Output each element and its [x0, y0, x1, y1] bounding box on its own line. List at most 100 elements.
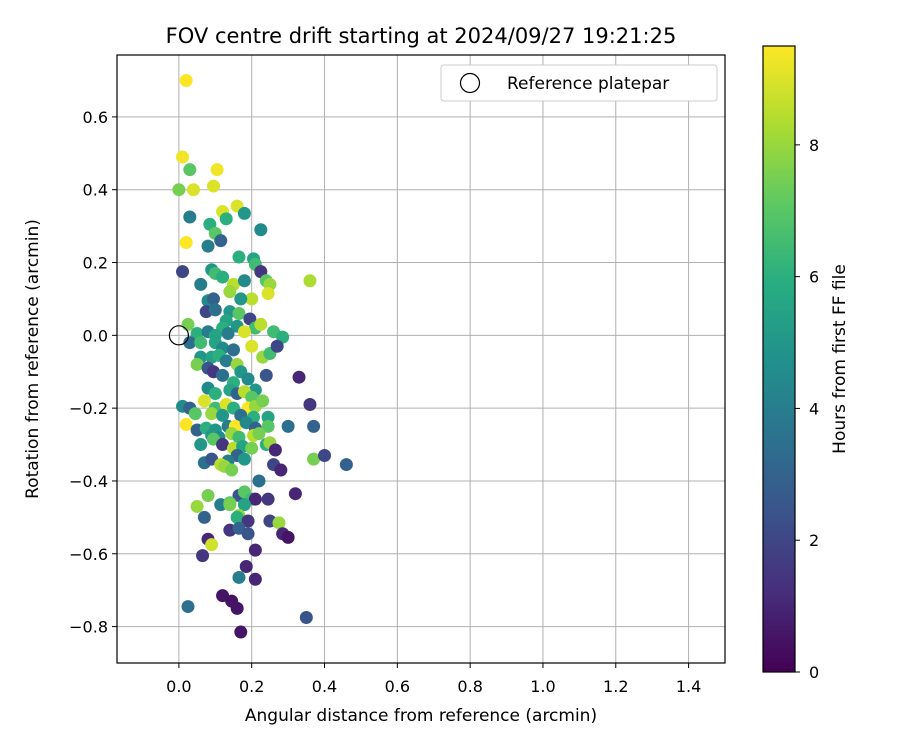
data-point [197, 510, 211, 524]
data-point [223, 285, 237, 299]
data-point [237, 325, 251, 339]
data-point [245, 441, 259, 455]
data-point [208, 387, 222, 401]
y-tick-label: 0.4 [83, 181, 108, 200]
data-point [183, 210, 197, 224]
data-point [259, 368, 273, 382]
data-point [254, 223, 268, 237]
data-point [230, 510, 244, 524]
colorbar-tick-label: 6 [809, 268, 819, 287]
data-point [261, 492, 275, 506]
data-point [248, 492, 262, 506]
data-point [292, 370, 306, 384]
data-point [216, 368, 230, 382]
data-point [299, 610, 313, 624]
data-point [216, 270, 230, 284]
data-point [303, 398, 317, 412]
x-tick-label: 0.8 [457, 677, 482, 696]
data-point [281, 419, 295, 433]
x-axis-ticks: 0.0 0.2 0.4 0.6 0.8 1.0 1.2 1.4 [166, 663, 701, 696]
data-points [172, 73, 353, 639]
y-tick-label: −0.6 [69, 545, 108, 564]
data-point [270, 339, 284, 353]
plot-frame [116, 54, 726, 664]
data-point [196, 549, 210, 563]
data-point [179, 235, 193, 249]
data-point [303, 274, 317, 288]
data-point [272, 516, 286, 530]
data-point [206, 179, 220, 193]
data-point [245, 292, 259, 306]
y-axis-label: Rotation from reference (arcmin) [23, 219, 43, 499]
data-point [230, 601, 244, 615]
data-point [219, 212, 233, 226]
data-point [241, 514, 255, 528]
data-point [248, 543, 262, 557]
data-point [216, 408, 230, 422]
data-point [237, 206, 251, 220]
x-tick-label: 1.4 [676, 677, 701, 696]
data-point [252, 427, 266, 441]
data-point [208, 303, 222, 317]
data-point [194, 277, 208, 291]
data-point [254, 317, 268, 331]
data-point [181, 600, 195, 614]
data-point [205, 407, 219, 421]
data-point [256, 394, 270, 408]
data-point [237, 274, 251, 288]
x-tick-label: 1.2 [603, 677, 628, 696]
data-point [221, 327, 235, 341]
data-point [194, 336, 208, 350]
data-point [210, 163, 224, 177]
data-point [237, 498, 251, 512]
legend-marker-reference [459, 72, 481, 94]
data-point [183, 336, 197, 350]
y-tick-label: 0.2 [83, 254, 108, 273]
data-point [197, 394, 211, 408]
data-point [201, 239, 215, 253]
data-point [216, 438, 230, 452]
legend-label-reference: Reference platepar [507, 74, 669, 94]
colorbar-gradient [762, 45, 796, 673]
data-point [176, 150, 190, 164]
y-tick-label: 0.6 [83, 108, 108, 127]
data-point [252, 474, 266, 488]
data-point [281, 530, 295, 544]
colorbar-label: Hours from first FF file [830, 264, 850, 454]
reference-platepar-marker [168, 325, 189, 346]
colorbar-tick-label: 4 [809, 399, 819, 418]
data-point [225, 463, 239, 477]
data-point [172, 183, 186, 197]
data-point [176, 265, 190, 279]
colorbar-tick-label: 2 [809, 531, 819, 550]
data-point [201, 489, 215, 503]
data-point [194, 438, 208, 452]
data-point [268, 443, 282, 457]
data-point [239, 560, 253, 574]
data-point [261, 286, 275, 300]
y-tick-label: 0.0 [83, 326, 108, 345]
colorbar-tick-label: 8 [809, 136, 819, 155]
x-tick-label: 0.0 [166, 677, 191, 696]
legend: Reference platepar [440, 64, 718, 102]
x-axis-label: Angular distance from reference (arcmin) [245, 706, 597, 726]
data-point [186, 183, 200, 197]
data-point [219, 354, 233, 368]
data-point [214, 234, 228, 248]
data-point [179, 73, 193, 87]
colorbar-ticks: 0 2 4 6 8 [795, 136, 819, 682]
data-point [223, 498, 237, 512]
data-point [241, 527, 255, 541]
x-tick-label: 0.4 [312, 677, 337, 696]
data-point [234, 625, 248, 639]
y-tick-label: −0.8 [69, 618, 108, 637]
data-point [261, 419, 275, 433]
x-tick-label: 0.2 [239, 677, 264, 696]
data-point [237, 452, 251, 466]
y-tick-label: −0.4 [69, 472, 108, 491]
colorbar: 0 2 4 6 8 Hours from first FF file [762, 45, 850, 682]
data-point [339, 458, 353, 472]
data-point [205, 538, 219, 552]
data-point [179, 418, 193, 432]
